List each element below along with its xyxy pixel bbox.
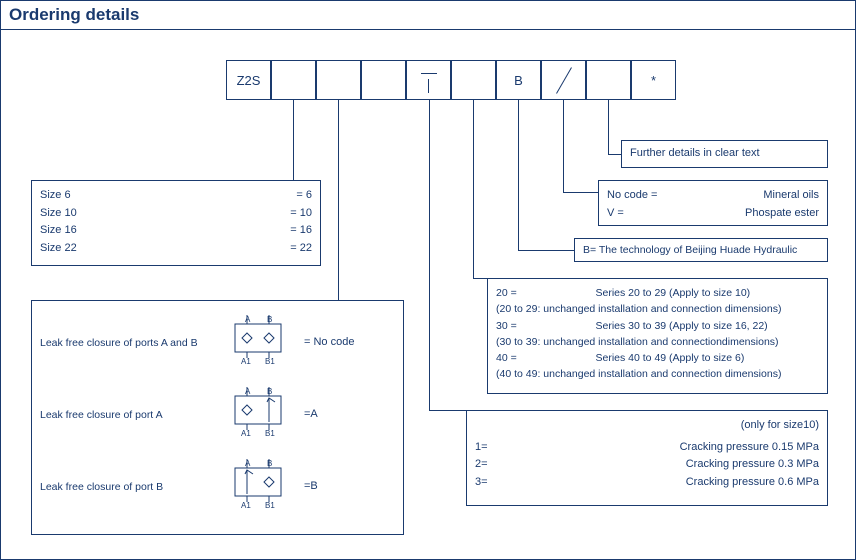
svg-text:B: B: [267, 459, 272, 468]
code-slot-7: [541, 60, 586, 100]
panel-title: Ordering details: [1, 1, 855, 30]
svg-text:A: A: [245, 459, 251, 468]
closure-row: Leak free closure of port B A B A1 B1 =B: [40, 451, 395, 523]
size-row: Size 6= 6: [40, 187, 312, 205]
ordering-details-panel: Ordering details Z2S B * Size 6= 6Size 10= …: [0, 0, 856, 560]
closure-row: Leak free closure of port A A B A1 B1 =A: [40, 379, 395, 451]
closure-options-box: Leak free closure of ports A and B A B A1 B1…: [31, 300, 404, 535]
svg-text:B: B: [267, 315, 272, 324]
fluid-row: V =Phospate ester: [607, 205, 819, 223]
cracking-row: 2=Cracking pressure 0.3 MPa: [475, 456, 819, 474]
technology-box: B= The technology of Beijing Huade Hydra…: [574, 238, 828, 262]
further-details-box: Further details in clear text: [621, 140, 828, 168]
svg-text:A1: A1: [241, 357, 251, 366]
code-slot-4: [406, 60, 451, 100]
code-slot-8: [586, 60, 631, 100]
fluid-options-box: No code =Mineral oilsV =Phospate ester: [598, 180, 828, 226]
fluid-row: No code =Mineral oils: [607, 187, 819, 205]
svg-text:A: A: [245, 315, 251, 324]
code-slot-2: [316, 60, 361, 100]
svg-text:B1: B1: [265, 429, 275, 438]
svg-text:B1: B1: [265, 501, 275, 510]
size-row: Size 22= 22: [40, 240, 312, 258]
code-slot-1: [271, 60, 316, 100]
diagram-canvas: Z2S B * Size 6= 6Size 10= 10Size 16= 16Size…: [1, 30, 855, 558]
closure-schematic-icon: A B A1 B1: [218, 312, 298, 374]
closure-row: Leak free closure of ports A and B A B A1 B1…: [40, 307, 395, 379]
size-options-box: Size 6= 6Size 10= 10Size 16= 16Size 22= …: [31, 180, 321, 266]
closure-label: Leak free closure of port B: [40, 479, 218, 496]
closure-code: =A: [298, 406, 395, 424]
svg-text:A: A: [245, 387, 251, 396]
size-row: Size 10= 10: [40, 205, 312, 223]
closure-schematic-icon: A B A1 B1: [218, 384, 298, 446]
cracking-only-for: (only for size10): [475, 417, 819, 435]
code-slot-0: Z2S: [226, 60, 271, 100]
cracking-row: 3=Cracking pressure 0.6 MPa: [475, 474, 819, 492]
code-slot-9: *: [631, 60, 676, 100]
svg-text:B1: B1: [265, 357, 275, 366]
cracking-row: 1=Cracking pressure 0.15 MPa: [475, 439, 819, 457]
code-slot-5: [451, 60, 496, 100]
svg-text:B: B: [267, 387, 272, 396]
closure-label: Leak free closure of port A: [40, 407, 218, 424]
code-slot-3: [361, 60, 406, 100]
size-row: Size 16= 16: [40, 222, 312, 240]
closure-schematic-icon: A B A1 B1: [218, 456, 298, 518]
code-slot-6: B: [496, 60, 541, 100]
svg-text:A1: A1: [241, 429, 251, 438]
closure-label: Leak free closure of ports A and B: [40, 335, 218, 352]
closure-code: = No code: [298, 334, 395, 352]
series-box: 20 = Series 20 to 29 (Apply to size 10) …: [487, 278, 828, 394]
closure-code: =B: [298, 478, 395, 496]
svg-text:A1: A1: [241, 501, 251, 510]
cracking-pressure-box: (only for size10) 1=Cracking pressure 0.1…: [466, 410, 828, 506]
